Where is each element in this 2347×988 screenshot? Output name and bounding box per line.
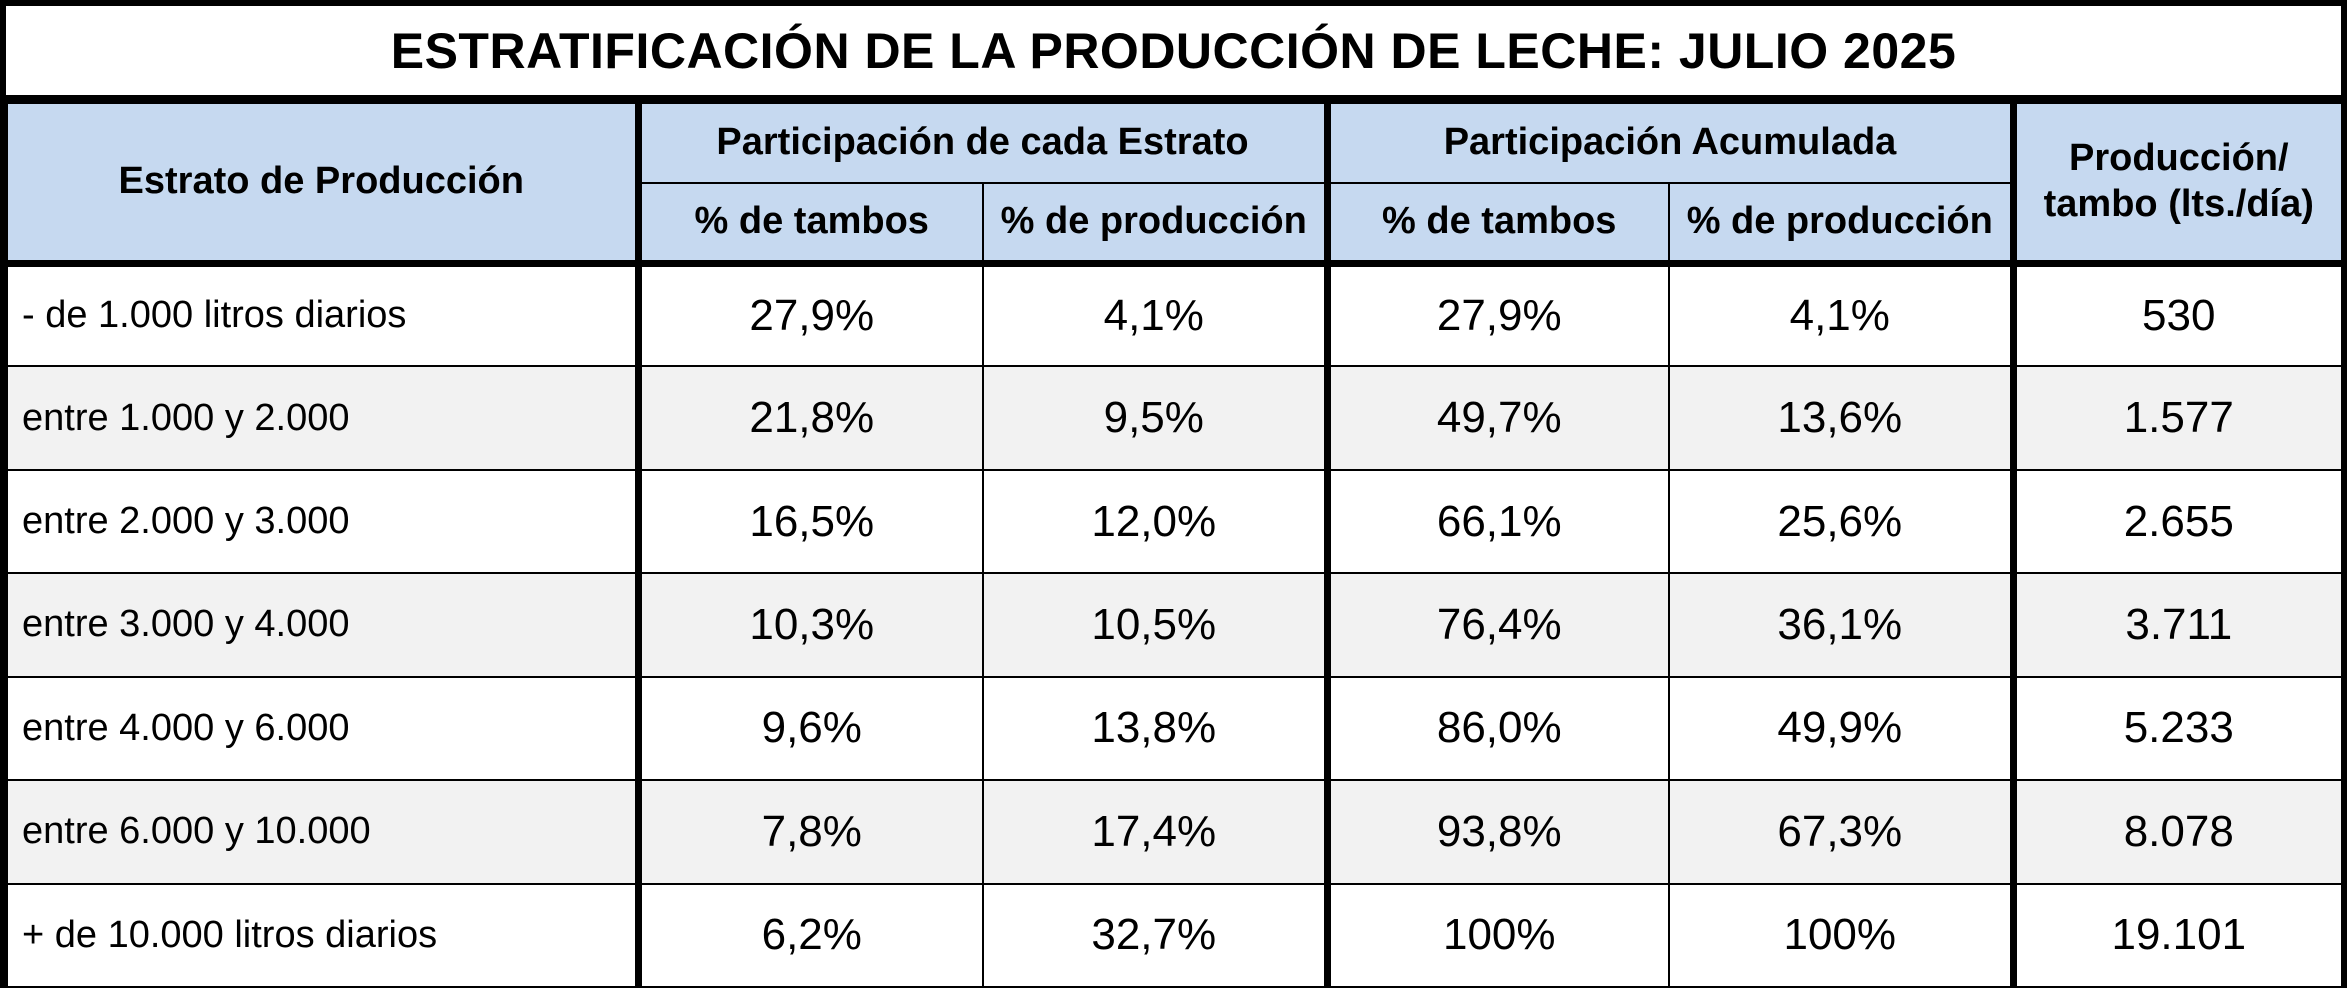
cell-acum-tambos: 100%	[1323, 882, 1670, 988]
cell-part-tambos: 6,2%	[634, 882, 984, 988]
cell-produccion-tambo: 5.233	[2009, 675, 2344, 782]
header-group-acumulada: Participación Acumulada	[1323, 102, 2015, 184]
header-part-tambos: % de tambos	[634, 182, 984, 267]
cell-produccion-tambo: 530	[2009, 261, 2344, 368]
cell-acum-produccion: 36,1%	[1667, 572, 2015, 678]
cell-estrato: entre 3.000 y 4.000	[6, 572, 639, 678]
cell-produccion-tambo: 1.577	[2009, 365, 2344, 471]
header-acum-produccion: % de producción	[1667, 182, 2015, 267]
cell-acum-produccion: 4,1%	[1667, 261, 2015, 368]
cell-acum-produccion: 49,9%	[1667, 675, 2015, 782]
header-acum-tambos: % de tambos	[1323, 182, 1670, 267]
cell-acum-produccion: 67,3%	[1667, 779, 2015, 885]
cell-estrato: entre 2.000 y 3.000	[6, 468, 639, 575]
cell-part-produccion: 9,5%	[982, 365, 1328, 471]
cell-acum-produccion: 25,6%	[1667, 468, 2015, 575]
cell-part-produccion: 4,1%	[982, 261, 1328, 368]
header-row-groups: Estrato de Producción Participación de c…	[6, 102, 2344, 267]
cell-part-tambos: 16,5%	[634, 468, 984, 575]
stratification-table: Estrato de Producción Participación de c…	[6, 102, 2344, 988]
cell-estrato: - de 1.000 litros diarios	[6, 261, 639, 368]
table-row: + de 10.000 litros diarios 6,2% 32,7% 10…	[6, 882, 2344, 988]
cell-estrato: entre 4.000 y 6.000	[6, 675, 639, 782]
table-row: entre 1.000 y 2.000 21,8% 9,5% 49,7% 13,…	[6, 365, 2344, 471]
cell-produccion-tambo: 8.078	[2009, 779, 2344, 885]
header-group-participacion: Participación de cada Estrato	[634, 102, 1328, 184]
header-produccion-line2: tambo (lts./día)	[2043, 182, 2314, 225]
cell-acum-produccion: 100%	[1667, 882, 2015, 988]
cell-part-tambos: 7,8%	[634, 779, 984, 885]
cell-acum-tambos: 66,1%	[1323, 468, 1670, 575]
cell-acum-tambos: 27,9%	[1323, 261, 1670, 368]
cell-part-tambos: 27,9%	[634, 261, 984, 368]
cell-part-tambos: 9,6%	[634, 675, 984, 782]
cell-estrato: entre 1.000 y 2.000	[6, 365, 639, 471]
header-produccion-tambo: Producción/ tambo (lts./día)	[2009, 102, 2344, 267]
header-produccion-line1: Producción/	[2068, 137, 2289, 180]
table-row: entre 2.000 y 3.000 16,5% 12,0% 66,1% 25…	[6, 468, 2344, 575]
cell-part-tambos: 21,8%	[634, 365, 984, 471]
header-estrato: Estrato de Producción	[6, 102, 639, 267]
cell-part-produccion: 12,0%	[982, 468, 1328, 575]
cell-produccion-tambo: 19.101	[2009, 882, 2344, 988]
cell-produccion-tambo: 3.711	[2009, 572, 2344, 678]
table-row: - de 1.000 litros diarios 27,9% 4,1% 27,…	[6, 261, 2344, 368]
cell-part-tambos: 10,3%	[634, 572, 984, 678]
cell-part-produccion: 17,4%	[982, 779, 1328, 885]
cell-produccion-tambo: 2.655	[2009, 468, 2344, 575]
table-row: entre 3.000 y 4.000 10,3% 10,5% 76,4% 36…	[6, 572, 2344, 678]
cell-part-produccion: 10,5%	[982, 572, 1328, 678]
cell-acum-tambos: 86,0%	[1323, 675, 1670, 782]
table-title: ESTRATIFICACIÓN DE LA PRODUCCIÓN DE LECH…	[6, 6, 2341, 102]
cell-estrato: entre 6.000 y 10.000	[6, 779, 639, 885]
table-row: entre 6.000 y 10.000 7,8% 17,4% 93,8% 67…	[6, 779, 2344, 885]
cell-part-produccion: 13,8%	[982, 675, 1328, 782]
header-part-produccion: % de producción	[982, 182, 1328, 267]
cell-acum-tambos: 49,7%	[1323, 365, 1670, 471]
cell-part-produccion: 32,7%	[982, 882, 1328, 988]
cell-estrato: + de 10.000 litros diarios	[6, 882, 639, 988]
table-row: entre 4.000 y 6.000 9,6% 13,8% 86,0% 49,…	[6, 675, 2344, 782]
header-row-subcolumns: % de tambos % de producción % de tambos …	[7, 182, 2342, 267]
cell-acum-produccion: 13,6%	[1667, 365, 2015, 471]
cell-acum-tambos: 93,8%	[1323, 779, 1670, 885]
cell-acum-tambos: 76,4%	[1323, 572, 1670, 678]
